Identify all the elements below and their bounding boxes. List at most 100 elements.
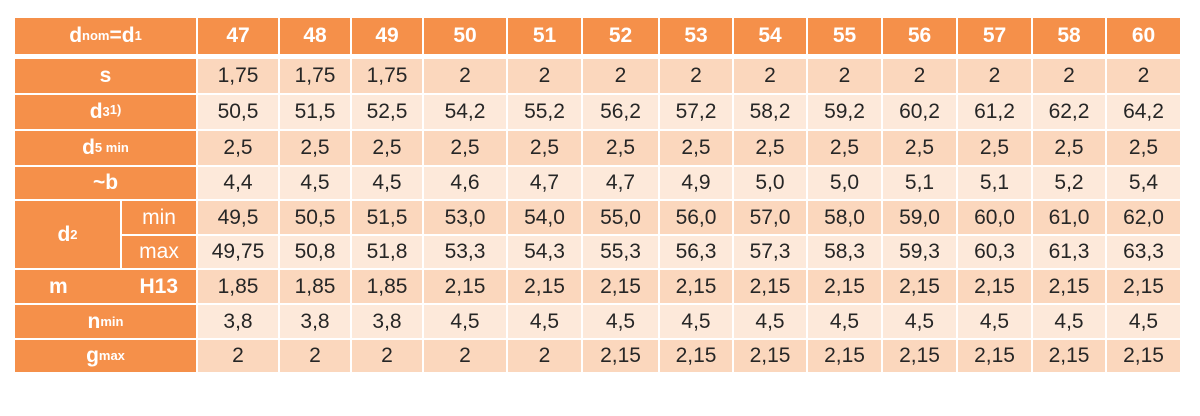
table-cell: 2 (734, 59, 806, 93)
table-cell: 2 (424, 59, 506, 93)
row-sublabel-text: min (142, 205, 176, 229)
table-cell: 56,0 (660, 201, 732, 234)
table-cell: 1,85 (280, 270, 350, 303)
table-cell: 2,15 (508, 270, 581, 303)
table-cell: 50,5 (198, 95, 278, 129)
table-cell: 2 (1033, 59, 1105, 93)
table-cell: 2 (352, 340, 422, 372)
row-label: ~b (15, 167, 196, 199)
table-cell: 4,5 (352, 167, 422, 199)
table-cell: 56,2 (583, 95, 658, 129)
table-cell: 2,5 (583, 131, 658, 165)
table-cell: 56,3 (660, 236, 732, 268)
row-label-main: ~b (92, 171, 119, 194)
table-cell: 62,2 (1033, 95, 1105, 129)
row-label-main: s (99, 64, 112, 87)
table-cell: 2,15 (883, 340, 956, 372)
table-cell: 2,15 (1107, 340, 1180, 372)
row-label: s (15, 59, 196, 93)
column-header: 52 (583, 18, 658, 54)
table-cell: 54,3 (508, 236, 581, 268)
table-cell: 4,7 (583, 167, 658, 199)
table-cell: 51,5 (280, 95, 350, 129)
table-cell: 64,2 (1107, 95, 1180, 129)
table-cell: 61,0 (1033, 201, 1105, 234)
row-label-main: d (89, 100, 103, 123)
row-label: d 3 1) (15, 95, 196, 129)
table-cell: 2,15 (424, 270, 506, 303)
table-cell: 2,5 (734, 131, 806, 165)
table-cell: 2,15 (1033, 270, 1105, 303)
table-cell: 2,5 (883, 131, 956, 165)
table-cell: 4,5 (958, 305, 1031, 338)
column-header: 51 (508, 18, 581, 54)
table-cell: 2 (660, 59, 732, 93)
table-cell: 2,15 (1107, 270, 1180, 303)
row-sublabel: max (122, 236, 196, 268)
table-cell: 52,5 (352, 95, 422, 129)
table-cell: 2 (883, 59, 956, 93)
table-cell: 2 (583, 59, 658, 93)
table-cell: 58,0 (808, 201, 881, 234)
row-label-main: d (82, 136, 95, 159)
table-cell: 2,5 (808, 131, 881, 165)
table-cell: 49,5 (198, 201, 278, 234)
table-cell: 4,7 (508, 167, 581, 199)
table-cell: 1,75 (352, 59, 422, 93)
row-label-m: m (15, 270, 106, 303)
table-cell: 2,15 (808, 270, 881, 303)
table-cell: 51,8 (352, 236, 422, 268)
table-cell: 1,75 (280, 59, 350, 93)
row-label-main: d (57, 222, 71, 246)
table-cell: 2 (198, 340, 278, 372)
table-cell: 2 (424, 340, 506, 372)
table-cell: 57,2 (660, 95, 732, 129)
table-cell: 49,75 (198, 236, 278, 268)
table-cell: 5,0 (734, 167, 806, 199)
table-cell: 2,15 (734, 270, 806, 303)
table-cell: 1,85 (198, 270, 278, 303)
table-cell: 55,3 (583, 236, 658, 268)
table-cell: 2,5 (1033, 131, 1105, 165)
table-cell: 5,0 (808, 167, 881, 199)
table-cell: 2,5 (280, 131, 350, 165)
table-cell: 59,3 (883, 236, 956, 268)
header-label: d nom =d 1 (15, 18, 196, 54)
table-cell: 57,0 (734, 201, 806, 234)
table-cell: 2,15 (583, 340, 658, 372)
table-cell: 2 (280, 340, 350, 372)
table-cell: 54,2 (424, 95, 506, 129)
table-cell: 58,2 (734, 95, 806, 129)
column-header: 48 (280, 18, 350, 54)
column-header: 53 (660, 18, 732, 54)
column-header: 56 (883, 18, 956, 54)
table-cell: 5,2 (1033, 167, 1105, 199)
table-cell: 62,0 (1107, 201, 1180, 234)
table-cell: 4,5 (1107, 305, 1180, 338)
table-cell: 57,3 (734, 236, 806, 268)
table-cell: 2 (1107, 59, 1180, 93)
table-cell: 2,15 (660, 340, 732, 372)
table-cell: 50,5 (280, 201, 350, 234)
row-label: n min (15, 305, 196, 338)
table-cell: 60,3 (958, 236, 1031, 268)
column-header: 49 (352, 18, 422, 54)
table-cell: 2,15 (958, 340, 1031, 372)
row-label-tolerance: H13 (105, 270, 196, 303)
table-cell: 55,2 (508, 95, 581, 129)
table-cell: 1,75 (198, 59, 278, 93)
table-cell: 51,5 (352, 201, 422, 234)
table-cell: 4,4 (198, 167, 278, 199)
row-label-main: m (49, 274, 68, 298)
table-cell: 4,6 (424, 167, 506, 199)
table-cell: 2,5 (660, 131, 732, 165)
column-header: 50 (424, 18, 506, 54)
table-cell: 63,3 (1107, 236, 1180, 268)
table-cell: 4,5 (424, 305, 506, 338)
table-cell: 2,15 (883, 270, 956, 303)
table-cell: 1,85 (352, 270, 422, 303)
table-cell: 4,5 (734, 305, 806, 338)
table-cell: 2 (958, 59, 1031, 93)
